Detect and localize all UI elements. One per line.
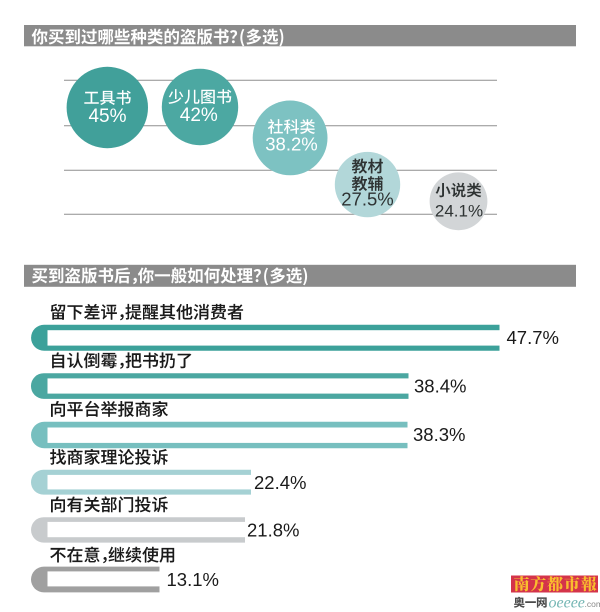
svg-text:13.1%: 13.1% xyxy=(167,569,219,590)
svg-text:42%: 42% xyxy=(180,105,218,126)
svg-text:38.4%: 38.4% xyxy=(414,375,466,396)
svg-text:45%: 45% xyxy=(88,106,126,127)
svg-text:38.3%: 38.3% xyxy=(413,424,465,445)
svg-text:38.2%: 38.2% xyxy=(265,134,317,155)
svg-text:47.7%: 47.7% xyxy=(507,327,559,348)
svg-text:21.8%: 21.8% xyxy=(247,520,299,541)
svg-text:22.4%: 22.4% xyxy=(254,472,306,493)
svg-text:.com: .com xyxy=(585,599,600,609)
svg-text:27.5%: 27.5% xyxy=(341,189,393,210)
svg-text:oeeee: oeeee xyxy=(549,595,585,612)
svg-text:24.1%: 24.1% xyxy=(435,201,483,220)
